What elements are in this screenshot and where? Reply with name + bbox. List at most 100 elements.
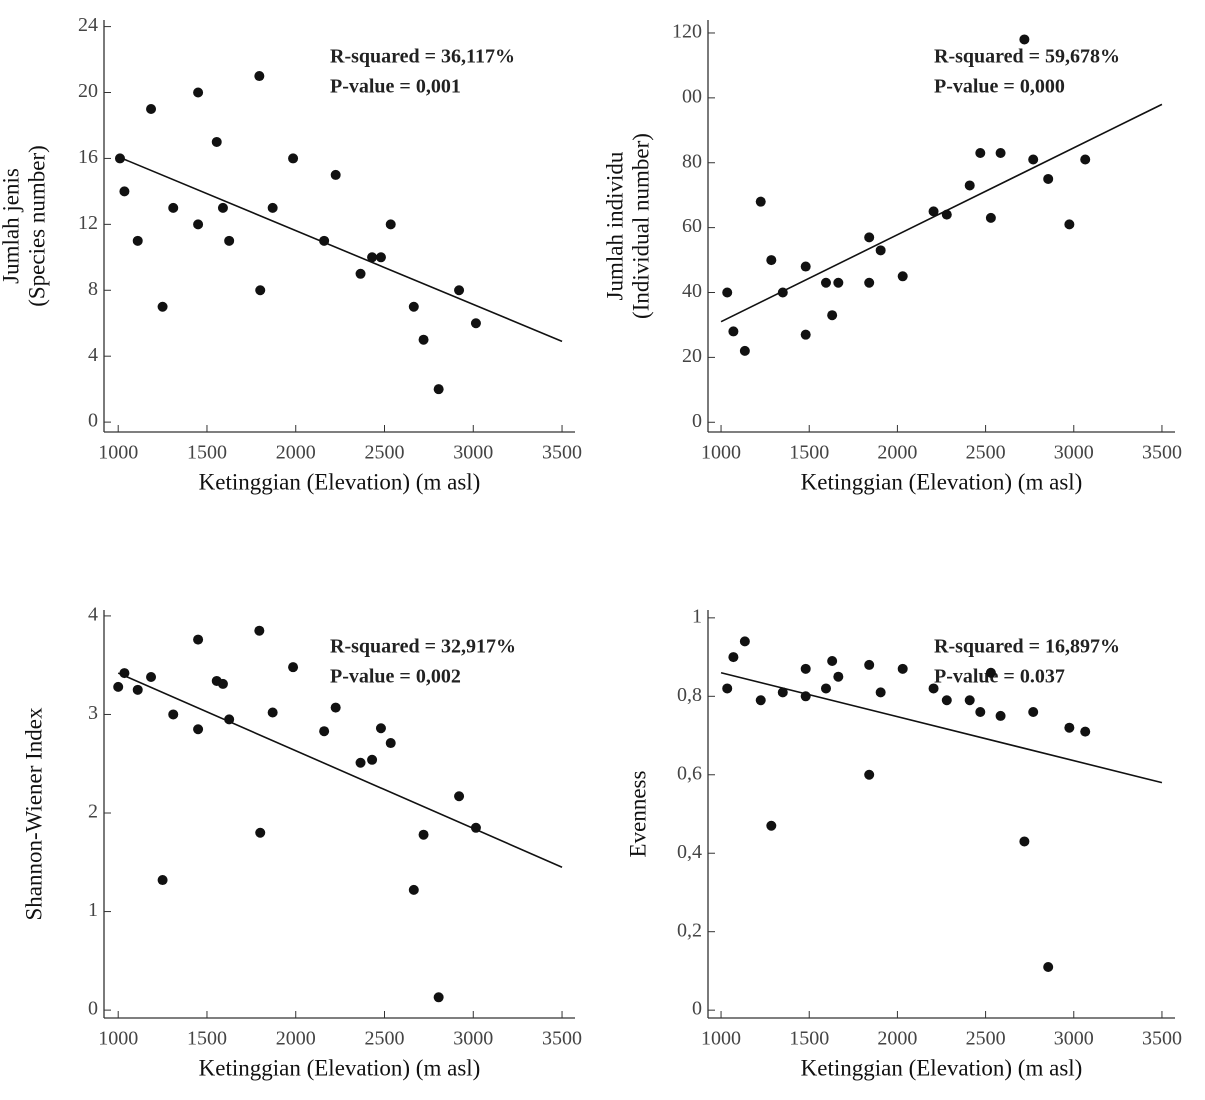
- x-tick-label: 2000: [877, 442, 917, 464]
- y-tick-label: 20: [682, 345, 702, 367]
- data-point: [864, 659, 875, 670]
- y-tick-label: 0: [692, 410, 702, 432]
- data-point: [1080, 726, 1091, 737]
- y-axis-label: Evenness: [625, 771, 650, 858]
- x-tick-label: 2000: [877, 1028, 917, 1050]
- data-point: [217, 202, 228, 213]
- x-tick-label: 1000: [98, 442, 138, 464]
- data-point: [777, 687, 788, 698]
- data-point: [267, 707, 278, 718]
- data-point: [985, 667, 996, 678]
- data-point: [1028, 154, 1039, 165]
- x-tick-label: 1500: [187, 442, 227, 464]
- data-point: [157, 875, 168, 886]
- x-tick-label: 1500: [187, 1028, 227, 1050]
- data-point: [897, 271, 908, 282]
- y-tick-label: 24: [78, 14, 98, 36]
- x-tick-label: 3000: [453, 1028, 493, 1050]
- data-point: [864, 232, 875, 243]
- y-axis-label: (Individual number): [628, 133, 653, 319]
- x-tick-label: 3500: [542, 1028, 582, 1050]
- data-point: [827, 310, 838, 321]
- data-point: [408, 301, 419, 312]
- data-point: [833, 671, 844, 682]
- annotation: P-value = 0,000: [934, 76, 1065, 98]
- y-axis-label: Shannon-Wiener Index: [21, 707, 46, 921]
- annotation: P-value = 0,002: [330, 666, 461, 688]
- data-point: [454, 285, 465, 296]
- x-tick-label: 2500: [365, 442, 405, 464]
- y-tick-label: 4: [88, 344, 98, 366]
- data-point: [113, 681, 124, 692]
- data-point: [288, 153, 299, 164]
- y-tick-label: 4: [88, 604, 98, 626]
- y-tick-label: 1: [692, 605, 702, 627]
- data-point: [928, 683, 939, 694]
- data-point: [964, 180, 975, 191]
- data-point: [739, 636, 750, 647]
- y-tick-label: 0,6: [677, 762, 702, 784]
- data-point: [722, 287, 733, 298]
- data-point: [1019, 34, 1030, 45]
- data-point: [820, 277, 831, 288]
- trend-line: [117, 672, 563, 868]
- data-point: [255, 827, 266, 838]
- x-tick-label: 2500: [966, 442, 1006, 464]
- y-tick-label: 12: [78, 212, 98, 234]
- y-tick-label: 0,8: [677, 684, 702, 706]
- y-tick-label: 3: [88, 702, 98, 724]
- data-point: [367, 754, 378, 765]
- data-point: [254, 71, 265, 82]
- x-tick-label: 1000: [701, 442, 741, 464]
- data-point: [168, 709, 179, 720]
- data-point: [418, 829, 429, 840]
- data-point: [288, 662, 299, 673]
- x-tick-label: 3500: [542, 442, 582, 464]
- trend-line: [720, 671, 1163, 784]
- y-tick-label: 1: [88, 899, 98, 921]
- x-axis-label: Ketinggian (Elevation) (m asl): [801, 469, 1083, 494]
- data-point: [224, 235, 235, 246]
- data-point: [1080, 154, 1091, 165]
- data-point: [833, 277, 844, 288]
- data-point: [433, 992, 444, 1003]
- x-axis-label: Ketinggian (Elevation) (m asl): [199, 469, 481, 494]
- data-point: [995, 710, 1006, 721]
- data-point: [1019, 836, 1030, 847]
- data-point: [1043, 173, 1054, 184]
- annotation: P-value = 0,001: [330, 76, 461, 98]
- data-point: [728, 652, 739, 663]
- data-point: [193, 219, 204, 230]
- y-tick-label: 80: [682, 150, 702, 172]
- x-tick-label: 1500: [789, 442, 829, 464]
- y-tick-label: 20: [78, 80, 98, 102]
- data-point: [254, 625, 265, 636]
- data-point: [330, 169, 341, 180]
- data-point: [157, 301, 168, 312]
- data-point: [319, 726, 330, 737]
- y-tick-label: 120: [672, 21, 702, 43]
- y-tick-label: 2: [88, 801, 98, 823]
- data-point: [132, 235, 143, 246]
- y-tick-label: 8: [88, 278, 98, 300]
- data-point: [385, 219, 396, 230]
- y-tick-label: 0,4: [677, 841, 702, 863]
- data-point: [800, 329, 811, 340]
- data-point: [995, 148, 1006, 159]
- data-point: [193, 87, 204, 98]
- x-tick-label: 2000: [276, 1028, 316, 1050]
- data-point: [355, 757, 366, 768]
- y-tick-label: 40: [682, 280, 702, 302]
- y-axis-label: (Species number): [24, 145, 49, 307]
- data-point: [975, 707, 986, 717]
- data-point: [132, 684, 143, 695]
- data-point: [408, 884, 419, 895]
- trend-line: [720, 103, 1163, 323]
- data-point: [119, 668, 130, 679]
- data-point: [800, 261, 811, 272]
- data-point: [739, 345, 750, 356]
- annotation: R-squared = 59,678%: [934, 46, 1120, 68]
- x-axis-label: Ketinggian (Elevation) (m asl): [801, 1055, 1083, 1080]
- data-point: [827, 656, 838, 666]
- data-point: [211, 136, 222, 147]
